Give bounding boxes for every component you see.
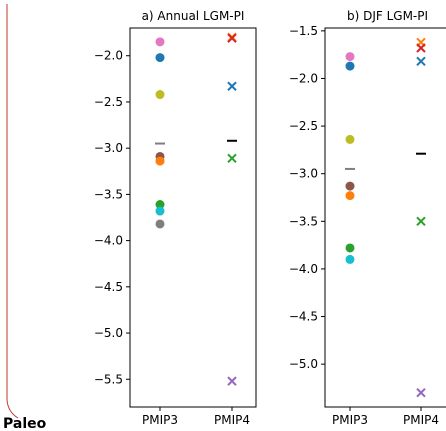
x-tick-label: PMIP4 bbox=[403, 413, 439, 427]
y-tick-label: −2.0 bbox=[94, 49, 123, 63]
y-tick-label: −4.5 bbox=[289, 310, 318, 324]
y-tick-label: −2.0 bbox=[289, 71, 318, 85]
data-point bbox=[345, 52, 355, 62]
data-point-x bbox=[227, 153, 237, 164]
x-stroke bbox=[416, 388, 426, 398]
y-tick-label: −5.0 bbox=[94, 326, 123, 340]
data-point-x bbox=[227, 81, 237, 91]
x-tick-label: PMIP4 bbox=[214, 413, 250, 427]
y-tick-label: −4.0 bbox=[289, 262, 318, 276]
x-stroke bbox=[227, 33, 237, 43]
y-tick-label: −3.5 bbox=[289, 214, 318, 228]
data-point-x bbox=[416, 56, 426, 67]
x-stroke bbox=[227, 153, 237, 164]
chart-title: a) Annual LGM-PI bbox=[142, 9, 245, 23]
y-tick-label: −3.0 bbox=[94, 141, 123, 155]
y-tick-label: −5.5 bbox=[94, 372, 123, 386]
left-red-border-corner bbox=[6, 399, 19, 419]
data-point bbox=[345, 181, 355, 191]
x-stroke bbox=[227, 81, 237, 91]
x-tick-label: PMIP3 bbox=[142, 413, 178, 427]
data-point bbox=[345, 61, 355, 71]
data-point-x bbox=[416, 43, 426, 53]
x-stroke bbox=[416, 43, 426, 53]
data-point-x bbox=[416, 388, 426, 398]
panel-annual: a) Annual LGM-PI −2.0 −2.5 −3.0 −3.5 −4.0 −4.5… bbox=[94, 9, 257, 427]
data-point bbox=[345, 191, 355, 201]
data-point bbox=[155, 37, 165, 47]
x-tick-label: PMIP3 bbox=[332, 413, 368, 427]
y-tick-label: −4.0 bbox=[94, 234, 123, 248]
x-stroke bbox=[416, 56, 426, 67]
y-tick-label: −2.5 bbox=[94, 95, 123, 109]
data-point bbox=[155, 156, 165, 166]
panel-djf: b) DJF LGM-PI −1.5 −2.0 −2.5 −3.0 −3.5 −4.0 −4.… bbox=[289, 9, 446, 427]
data-point bbox=[155, 219, 165, 229]
data-point bbox=[155, 90, 165, 100]
data-point bbox=[345, 243, 355, 253]
y-tick-label: −5.0 bbox=[289, 357, 318, 371]
data-point bbox=[155, 200, 165, 210]
y-tick-label: −3.5 bbox=[94, 187, 123, 201]
chart-title: b) DJF LGM-PI bbox=[347, 9, 428, 23]
axes-frame bbox=[324, 27, 446, 408]
axes-frame bbox=[129, 27, 257, 408]
data-point bbox=[345, 254, 355, 264]
data-point bbox=[155, 53, 165, 63]
data-point bbox=[155, 206, 165, 216]
data-point-x bbox=[227, 33, 237, 43]
y-tick-label: −1.5 bbox=[289, 24, 318, 38]
x-stroke bbox=[416, 216, 426, 227]
y-tick-label: −4.5 bbox=[94, 280, 123, 294]
x-stroke bbox=[227, 376, 237, 386]
fragment-text: Paleo bbox=[3, 416, 47, 431]
y-tick-label: −3.0 bbox=[289, 167, 318, 181]
data-point bbox=[345, 134, 355, 144]
data-point-x bbox=[227, 376, 237, 386]
data-point-x bbox=[416, 216, 426, 227]
y-tick-label: −2.5 bbox=[289, 119, 318, 133]
